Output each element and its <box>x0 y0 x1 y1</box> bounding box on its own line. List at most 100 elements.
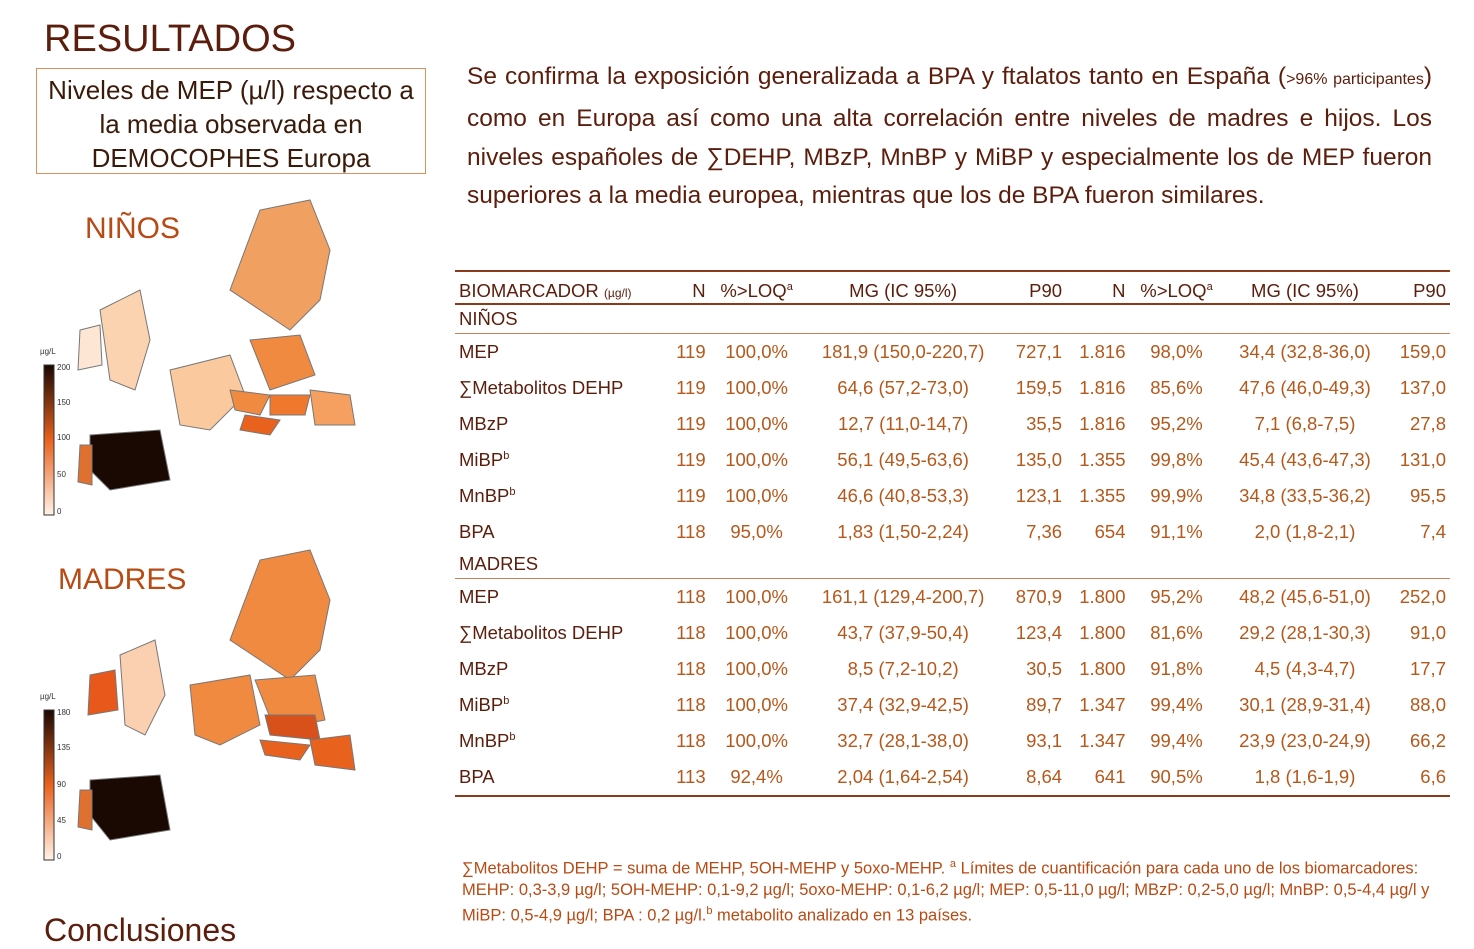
cell: 118 <box>676 730 706 751</box>
cell: 2,04 (1,64-2,54) <box>803 759 1003 797</box>
superscript: b <box>503 694 510 707</box>
superscript: a <box>786 280 793 293</box>
text: ∑Metabolitos DEHP = suma de MEHP, 5OH-ME… <box>462 859 950 878</box>
cell: 12,7 (11,0-14,7) <box>837 413 969 434</box>
section-title: MADRES <box>455 550 1450 579</box>
biomarker: MEP <box>459 341 500 362</box>
biomarker: ∑Metabolitos DEHP <box>459 622 624 643</box>
data-row: MnBPb 118 100,0% 32,7 (28,1-38,0) 93,1 1.347 9… <box>455 723 1450 759</box>
cell: 118 <box>676 622 706 643</box>
biomarker: MiBP <box>459 449 504 470</box>
cell: 119 <box>676 341 706 362</box>
cell: 46,6 (40,8-53,3) <box>837 485 969 506</box>
cell: 1,83 (1,50-2,24) <box>837 521 969 542</box>
cell: 91,8% <box>1150 658 1203 679</box>
results-table: BIOMARCADOR (µg/l) N %>LOQa MG (IC 95%) P90 N… <box>455 270 1450 797</box>
cell: 118 <box>676 658 706 679</box>
header-cell: MG (IC 95%) <box>803 270 1003 305</box>
header-cell: BIOMARCADOR (µg/l) <box>455 270 666 305</box>
small-text: >96% participantes <box>1286 71 1424 88</box>
cell: 45,4 (43,6-47,3) <box>1239 449 1371 470</box>
cell: 1,8 (1,6-1,9) <box>1223 759 1387 797</box>
cell: 119 <box>676 377 706 398</box>
legend-tick: 45 <box>57 816 66 825</box>
cell: 1.800 <box>1079 658 1126 679</box>
cell: 35,5 <box>1026 413 1063 434</box>
cell: 32,7 (28,1-38,0) <box>837 730 969 751</box>
header-text: P90 <box>1413 280 1446 301</box>
data-row: ∑Metabolitos DEHP 119 100,0% 64,6 (57,2-73,… <box>455 370 1450 406</box>
data-row: MEP 119 100,0% 181,9 (150,0-220,7) 727,1 1.81… <box>455 334 1450 371</box>
header-row: BIOMARCADOR (µg/l) N %>LOQa MG (IC 95%) P90 N… <box>455 270 1450 305</box>
legend-tick: 100 <box>57 433 71 442</box>
cell: 34,4 (32,8-36,0) <box>1239 341 1371 362</box>
cell: 4,5 (4,3-4,7) <box>1254 658 1356 679</box>
cell: 100,0% <box>725 694 788 715</box>
cell: 23,9 (23,0-24,9) <box>1239 730 1371 751</box>
header-text: N <box>692 280 706 301</box>
cell: 1.355 <box>1079 485 1126 506</box>
biomarker: BPA <box>459 766 495 787</box>
header-text: %>LOQ <box>1140 280 1207 301</box>
cell: 100,0% <box>725 730 788 751</box>
biomarker: BPA <box>459 521 495 542</box>
cell: 123,4 <box>1015 622 1063 643</box>
cell: 159,5 <box>1015 377 1063 398</box>
cell: 91,1% <box>1150 521 1203 542</box>
cell: 1.816 <box>1079 341 1126 362</box>
cell: 7,1 (6,8-7,5) <box>1254 413 1356 434</box>
row-name: MnBPb <box>455 478 666 514</box>
cell: 27,8 <box>1409 413 1446 434</box>
cell: 91,0 <box>1409 622 1446 643</box>
section-row: NIÑOS <box>455 304 1450 334</box>
legend-tick: 0 <box>57 507 62 516</box>
row-name: BPA <box>455 514 666 550</box>
section-title: NIÑOS <box>455 304 1450 334</box>
biomarker: MnBP <box>459 485 510 506</box>
cell: 1.800 <box>1079 622 1126 643</box>
cell: 159,0 <box>1399 341 1446 362</box>
header-cell: N <box>1066 270 1130 305</box>
biomarker: MBzP <box>459 658 509 679</box>
cell: 113 <box>665 759 710 797</box>
cell: 99,8% <box>1150 449 1203 470</box>
legend-tick: 90 <box>57 780 66 789</box>
cell: 870,9 <box>1015 586 1063 607</box>
cell: 8,64 <box>1002 759 1067 797</box>
cell: 81,6% <box>1150 622 1203 643</box>
biomarker: MBzP <box>459 413 509 434</box>
legend-tick: 150 <box>57 398 71 407</box>
cell: 1.816 <box>1079 413 1126 434</box>
cell: 17,7 <box>1409 658 1446 679</box>
footnote: ∑Metabolitos DEHP = suma de MEHP, 5OH-ME… <box>462 854 1447 926</box>
header-text: BIOMARCADOR <box>459 280 599 301</box>
map-caption: Niveles de MEP (µ/l) respecto a la media… <box>36 68 426 174</box>
cell: 90,5% <box>1129 759 1224 797</box>
cell: 131,0 <box>1399 449 1446 470</box>
header-cell: P90 <box>1002 270 1067 305</box>
cell: 30,5 <box>1026 658 1063 679</box>
row-name: MEP <box>455 579 666 616</box>
cell: 135,0 <box>1015 449 1063 470</box>
superscript: b <box>706 904 713 917</box>
legend-tick: 135 <box>57 743 71 752</box>
row-name: MBzP <box>455 406 666 442</box>
cell: 7,4 <box>1420 521 1446 542</box>
next-heading: Conclusiones <box>44 912 237 948</box>
cell: 7,36 <box>1026 521 1063 542</box>
cell: 89,7 <box>1026 694 1063 715</box>
data-row: ∑Metabolitos DEHP 118 100,0% 43,7 (37,9-50,… <box>455 615 1450 651</box>
header-unit: (µg/l) <box>603 286 632 300</box>
cell: 119 <box>676 449 706 470</box>
cell: 85,6% <box>1150 377 1203 398</box>
row-name: MiBPb <box>455 687 666 723</box>
data-row: MBzP 119 100,0% 12,7 (11,0-14,7) 35,5 1.816 95… <box>455 406 1450 442</box>
biomarker: MnBP <box>459 730 510 751</box>
data-row: MBzP 118 100,0% 8,5 (7,2-10,2) 30,5 1.800 91,8… <box>455 651 1450 687</box>
data-row: MEP 118 100,0% 161,1 (129,4-200,7) 870,9 1.80… <box>455 579 1450 616</box>
cell: 93,1 <box>1026 730 1063 751</box>
cell: 118 <box>676 521 706 542</box>
cell: 1.347 <box>1079 694 1126 715</box>
header-cell: MG (IC 95%) <box>1223 270 1387 305</box>
cell: 641 <box>1066 759 1130 797</box>
